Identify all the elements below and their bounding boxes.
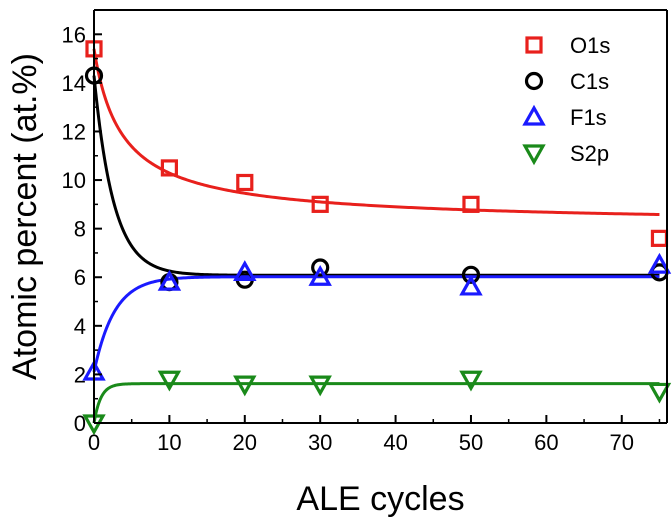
fit-curve-f1s — [92, 275, 660, 373]
x-tick-label: 40 — [383, 430, 407, 455]
x-tick-label: 60 — [534, 430, 558, 455]
fit-curve-o1s — [92, 48, 660, 216]
x-tick-label: 70 — [610, 430, 634, 455]
y-tick-label: 0 — [74, 411, 86, 436]
x-tick-label: 30 — [308, 430, 332, 455]
legend-marker-c1s — [524, 71, 544, 91]
data-point-o1s — [650, 229, 669, 247]
data-point-f1s — [647, 252, 672, 274]
legend-marker-s2p — [522, 144, 546, 166]
y-tick-label: 16 — [62, 22, 86, 47]
data-point-s2p — [459, 370, 483, 392]
data-point-o1s — [236, 173, 254, 192]
x-tick-label: 0 — [88, 430, 100, 455]
x-tick-label: 20 — [233, 430, 257, 455]
data-point-o1s — [462, 195, 480, 213]
x-tick-label: 50 — [459, 430, 483, 455]
legend-item-f1s: F1s — [522, 104, 607, 130]
y-tick-label: 4 — [74, 314, 86, 339]
fit-curves — [92, 48, 660, 424]
y-tick-label: 10 — [62, 168, 86, 193]
data-point-s2p — [233, 375, 257, 397]
data-point-o1s — [160, 159, 178, 177]
data-point-f1s — [308, 264, 332, 286]
y-tick-label: 2 — [74, 362, 86, 387]
legend-label: S2p — [570, 141, 609, 166]
axes: 0 10 20 30 40 50 60 70 0 2 4 6 8 10 12 14 16 — [62, 9, 668, 455]
data-point-c1s — [461, 265, 481, 284]
data-point-s2p — [157, 370, 182, 392]
legend-item-o1s: O1s — [525, 33, 610, 58]
series-c1s — [84, 66, 669, 292]
data-markers — [82, 40, 672, 436]
legend-item-c1s: C1s — [524, 69, 609, 94]
data-point-o1s — [311, 195, 329, 213]
legend-item-s2p: S2p — [522, 141, 609, 166]
series-f1s — [82, 252, 672, 381]
data-point-f1s — [233, 260, 257, 281]
data-point-f1s — [157, 269, 182, 291]
y-tick-label: 12 — [62, 119, 86, 144]
legend-label: C1s — [570, 69, 609, 94]
legend: O1s C1s F1s S2p — [522, 33, 610, 166]
x-tick-label: 10 — [157, 430, 181, 455]
legend-marker-o1s — [525, 36, 543, 54]
data-point-s2p — [647, 382, 672, 404]
x-axis-title: ALE cycles — [296, 480, 464, 518]
y-tick-label: 6 — [74, 265, 86, 290]
y-tick-label: 14 — [62, 71, 86, 96]
data-point-f1s — [459, 274, 483, 296]
y-axis-title: Atomic percent (at.%) — [6, 53, 44, 380]
legend-label: O1s — [570, 33, 610, 58]
legend-label: F1s — [570, 105, 607, 130]
data-point-s2p — [308, 375, 332, 397]
fit-curve-s2p — [92, 382, 660, 424]
data-point-c1s — [311, 258, 330, 277]
legend-marker-f1s — [522, 104, 546, 126]
y-tick-label: 8 — [74, 217, 86, 242]
